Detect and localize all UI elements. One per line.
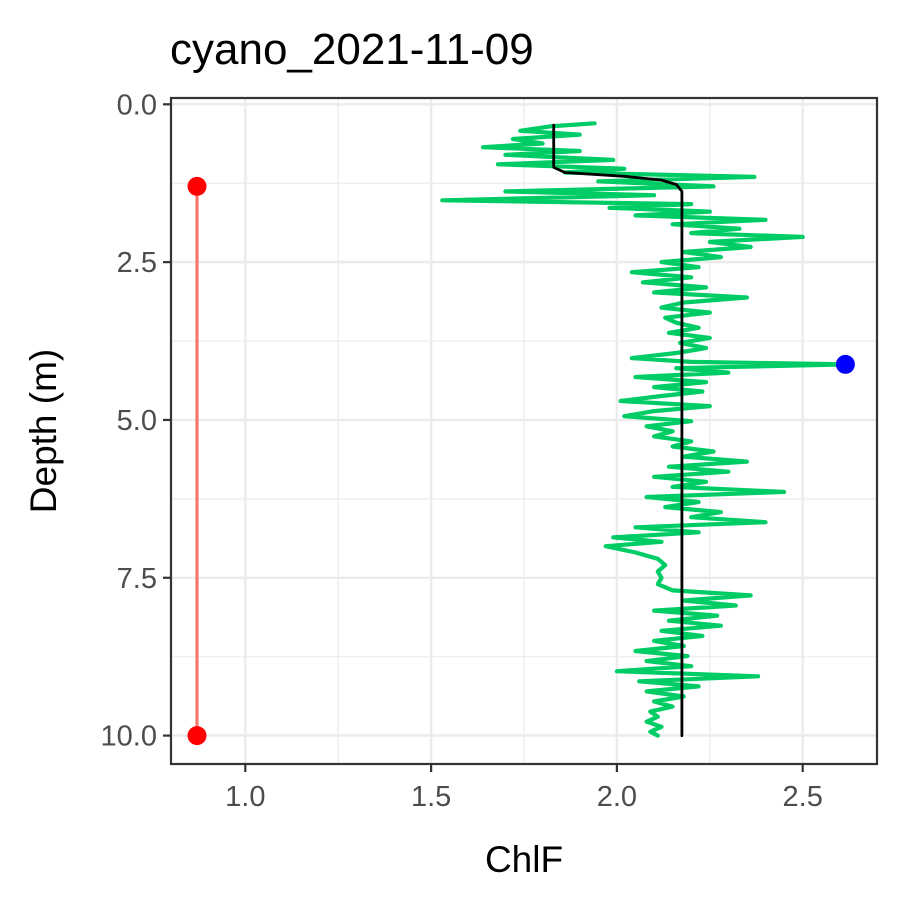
y-tick-label: 7.5 (117, 563, 157, 595)
panel-border (169, 96, 879, 766)
series-point-2 (187, 176, 207, 196)
series-layer (187, 121, 855, 746)
x-tick-label: 2.5 (783, 781, 823, 813)
series-line-1 (552, 123, 684, 737)
series-line-0 (440, 121, 850, 738)
chart-title: cyano_2021-11-09 (170, 25, 534, 74)
grid (171, 98, 877, 764)
y-axis: 0.0 2.5 5.0 7.5 10.0 (101, 89, 171, 753)
y-tick-label: 2.5 (117, 247, 157, 279)
x-axis: 1.0 1.5 2.0 2.5 (225, 764, 823, 813)
y-tick-label: 10.0 (101, 721, 157, 753)
y-tick-label: 0.0 (117, 89, 157, 121)
x-tick-label: 2.0 (597, 781, 637, 813)
series-point-2 (187, 726, 207, 746)
series-point-3 (835, 354, 855, 374)
y-tick-label: 5.0 (117, 405, 157, 437)
x-axis-title: ChlF (485, 839, 563, 880)
y-axis-title: Depth (m) (23, 349, 64, 513)
x-tick-label: 1.5 (411, 781, 451, 813)
x-tick-label: 1.0 (225, 781, 265, 813)
